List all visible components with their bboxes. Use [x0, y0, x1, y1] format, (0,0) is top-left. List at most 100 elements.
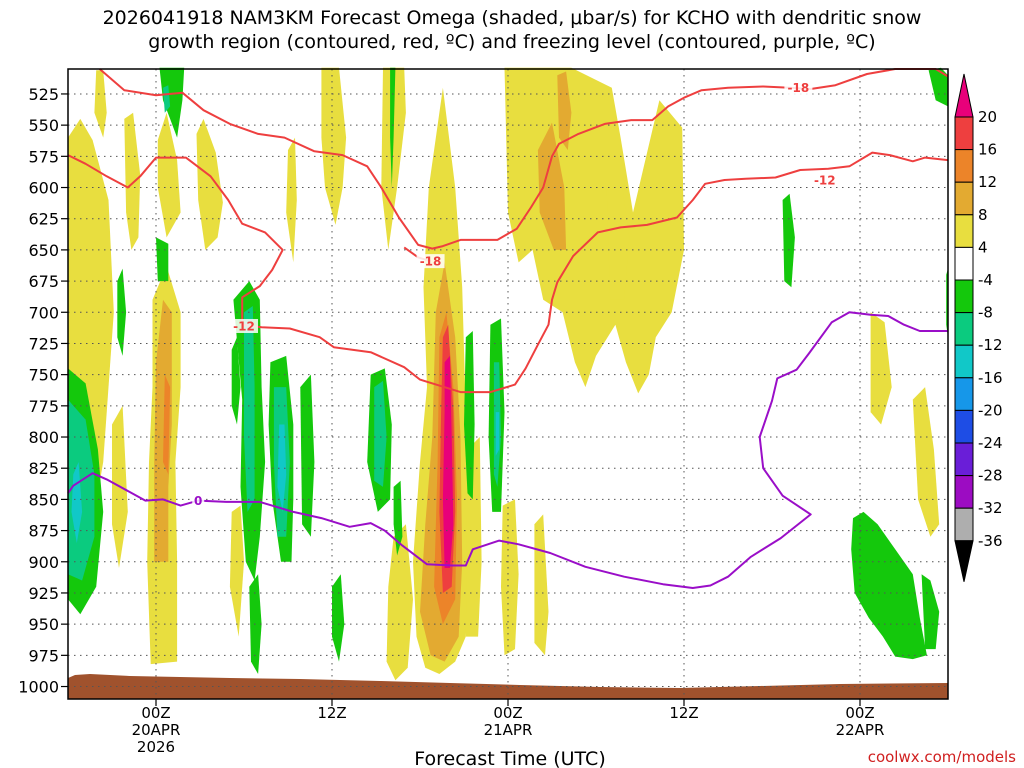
colorbar-label--12: -12 — [978, 336, 1003, 354]
colorbar-swatch-b12_16 — [954, 149, 974, 183]
omega-region-m4_m8-40 — [300, 374, 315, 537]
ytick-label-675: 675 — [28, 272, 59, 291]
colorbar-swatch-m12_m16 — [954, 344, 974, 379]
contour-label-bg-1 — [810, 173, 839, 188]
colorbar-swatch-b16_20 — [954, 116, 974, 151]
omega-region-b4_8-2 — [124, 112, 141, 250]
omega-region-m8_m12-33 — [163, 85, 171, 113]
omega-region-m4_m8-47 — [390, 67, 396, 188]
colorbar-swatch-m20_m24 — [954, 409, 974, 444]
ytick-label-575: 575 — [28, 147, 59, 166]
xtick-label-0-1: 20APR — [132, 721, 181, 739]
omega-region-m4_m8-34 — [231, 337, 241, 425]
isoline-0 — [99, 68, 949, 250]
omega-region-m4_m8-55 — [851, 511, 927, 660]
contour-label-bg-3 — [230, 318, 258, 333]
colorbar-swatch-m28_m32 — [954, 475, 974, 509]
omega-region-b4_8-7 — [196, 118, 223, 250]
ytick-label-750: 750 — [28, 366, 59, 385]
omega-region-m4_m8-46 — [332, 574, 345, 662]
contour-label-bg-4 — [192, 493, 205, 508]
contour-label-4: 0 — [194, 494, 202, 508]
colorbar-swatch-neutral — [954, 246, 974, 281]
ytick-label-525: 525 — [28, 85, 59, 104]
omega-region-b8_12-4 — [154, 299, 172, 562]
ytick-label-950: 950 — [28, 615, 59, 634]
colorbar-label--32: -32 — [978, 499, 1003, 517]
colorbar-bottom-arrow — [954, 540, 974, 582]
omega-region-m8_m12-44 — [374, 380, 387, 487]
ytick-label-775: 775 — [28, 397, 59, 416]
omega-region-m12_m16-51 — [495, 412, 500, 456]
x-axis-label: Forecast Time (UTC) — [414, 748, 605, 768]
contour-label-0: -18 — [788, 81, 810, 95]
omega-region-m4_m8-45 — [393, 480, 403, 556]
omega-region-m4_m8-53 — [928, 67, 948, 107]
omega-region-b4_8-26 — [870, 312, 892, 425]
colorbar-swatch-b8_12 — [954, 181, 974, 216]
colorbar-label-16: 16 — [978, 141, 997, 159]
colorbar-label--24: -24 — [978, 434, 1003, 452]
omega-region-b4_8-1 — [94, 70, 107, 138]
ytick-label-925: 925 — [28, 584, 59, 603]
contour-label-2: -18 — [420, 255, 442, 269]
omega-region-b12_16-5 — [163, 374, 171, 475]
omega-region-b4_8-18 — [386, 524, 413, 681]
ytick-label-900: 900 — [28, 553, 59, 572]
colorbar-label--36: -36 — [978, 532, 1003, 550]
credit-text: coolwx.com/models — [868, 748, 1016, 766]
omega-region-m4_m8-52 — [782, 193, 795, 288]
omega-region-b4_8-9 — [229, 505, 244, 637]
contour-label-1: -12 — [814, 174, 836, 188]
ytick-label-650: 650 — [28, 241, 59, 260]
terrain-band — [68, 674, 948, 699]
colorbar-top-arrow — [954, 73, 974, 118]
xtick-label-0-2: 2026 — [137, 738, 175, 756]
chart-title-line2: growth region (contoured, red, ºC) and f… — [148, 31, 875, 53]
colorbar-label--8: -8 — [978, 304, 993, 322]
omega-region-m4_m8-48 — [464, 331, 475, 500]
isoline-4 — [67, 311, 948, 589]
colorbar: 20 16 12 8 4 -4 -8 -12 -16 -20 -24 -28 -32 -36 — [954, 73, 1003, 582]
omega-region-b4_8-10 — [286, 137, 297, 263]
omega-region-b4_8-25 — [606, 175, 630, 300]
ytick-label-625: 625 — [28, 210, 59, 229]
colorbar-label-8: 8 — [978, 206, 988, 224]
colorbar-label-12: 12 — [978, 173, 997, 191]
colorbar-swatch-m24_m28 — [954, 442, 974, 477]
xtick-label-20-1: 21APR — [484, 721, 533, 739]
ytick-label-1000: 1000 — [18, 678, 59, 697]
omega-region-m4_m8-31 — [117, 268, 127, 356]
ytick-label-700: 700 — [28, 303, 59, 322]
ytick-label-800: 800 — [28, 428, 59, 447]
omega-region-b4_8-12 — [381, 67, 406, 250]
omega-region-b4_8-6 — [157, 112, 181, 238]
omega-region-b4_8-20 — [501, 499, 519, 656]
xtick-label-10-0: 12Z — [317, 704, 346, 722]
chart-title-line1: 2026041918 NAM3KM Forecast Omega (shaded… — [103, 7, 922, 29]
omega-region-b4_8-11 — [321, 67, 347, 225]
colorbar-label--16: -16 — [978, 369, 1003, 387]
ytick-label-975: 975 — [28, 646, 59, 665]
omega-region-b8_12-24 — [557, 71, 572, 151]
omega-region-m8_m12-29 — [68, 399, 95, 581]
isoline-1 — [67, 151, 949, 394]
ytick-label-875: 875 — [28, 522, 59, 541]
xtick-label-20-0: 00Z — [493, 704, 522, 722]
colorbar-swatch-m16_m20 — [954, 377, 974, 411]
ytick-label-825: 825 — [28, 459, 59, 478]
colorbar-label-4: 4 — [978, 238, 988, 256]
omega-region-m4_m8-32 — [159, 67, 185, 138]
omega-region-b8_12-23 — [537, 122, 567, 250]
xtick-label-40-1: 22APR — [836, 721, 885, 739]
omega-region-m12_m16-39 — [277, 424, 287, 512]
colorbar-label--4: -4 — [978, 271, 993, 289]
ytick-label-725: 725 — [28, 334, 59, 353]
contour-label-bg-2 — [416, 254, 445, 269]
xtick-label-40-0: 00Z — [845, 704, 874, 722]
colorbar-swatch-m8_m12 — [954, 312, 974, 346]
xtick-label-0-0: 00Z — [141, 704, 170, 722]
omega-region-m4_m8-42 — [156, 237, 169, 282]
